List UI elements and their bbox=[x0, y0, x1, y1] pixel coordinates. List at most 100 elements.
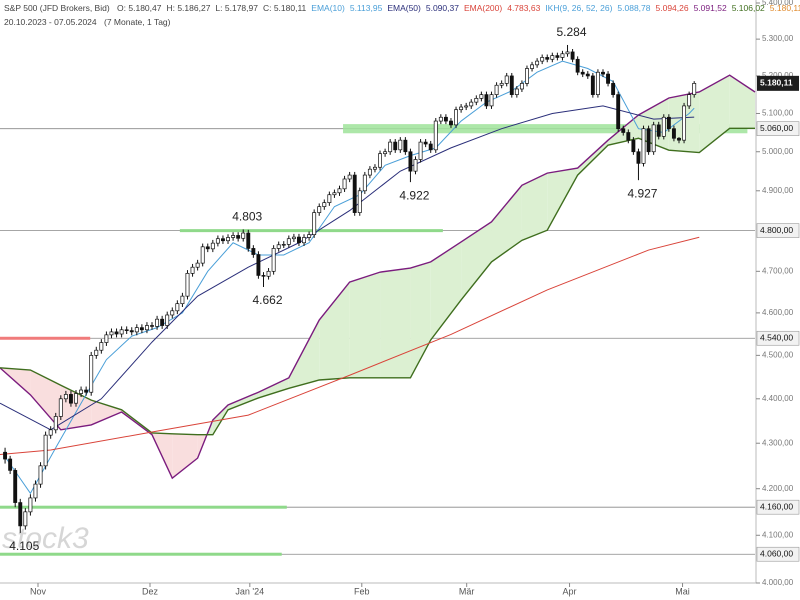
candle-body bbox=[114, 331, 119, 335]
candle-body bbox=[276, 244, 281, 249]
y-tick-label: 4.400,00 bbox=[762, 394, 794, 403]
candle-body bbox=[246, 232, 251, 249]
candle-body bbox=[631, 139, 636, 153]
candle-body bbox=[18, 502, 23, 527]
level-box bbox=[756, 223, 800, 238]
quote-value: O: 5.180,47 bbox=[117, 3, 162, 13]
cloud bbox=[380, 268, 411, 378]
candle-body bbox=[119, 329, 124, 335]
legend-name: EMA(50) bbox=[387, 3, 421, 13]
candle-body bbox=[3, 451, 8, 460]
candle-body bbox=[63, 394, 68, 400]
candle-body bbox=[104, 334, 109, 343]
candle-body bbox=[671, 128, 676, 139]
candle-body bbox=[261, 275, 266, 277]
candle-body bbox=[393, 141, 398, 151]
candle-body bbox=[656, 124, 661, 137]
candle-body bbox=[190, 266, 195, 274]
candle-body bbox=[413, 159, 418, 172]
candle-body bbox=[433, 120, 438, 151]
candle-body bbox=[28, 497, 33, 513]
x-tick-label: Apr bbox=[563, 586, 577, 596]
candle-body bbox=[170, 310, 175, 316]
legend-name: EMA(10) bbox=[311, 3, 345, 13]
legend-value: 5.090,37 bbox=[425, 3, 459, 13]
legend-value: 5.094,26 bbox=[655, 3, 689, 13]
candle-body bbox=[687, 94, 692, 107]
candle-body bbox=[236, 235, 241, 239]
cloud bbox=[491, 185, 522, 262]
candle-body bbox=[575, 58, 580, 73]
candle-body bbox=[155, 318, 160, 327]
y-tick-label: 5.000,00 bbox=[762, 147, 794, 156]
candle-body bbox=[525, 68, 529, 84]
y-tick-label: 4.900,00 bbox=[762, 186, 794, 195]
candle-body bbox=[307, 234, 312, 238]
candle-body bbox=[175, 303, 180, 312]
candle-body bbox=[474, 98, 479, 103]
watermark: stock3 bbox=[2, 522, 89, 555]
candle-body bbox=[388, 141, 393, 153]
candle-body bbox=[180, 295, 185, 305]
ema-line bbox=[0, 105, 695, 431]
candle-body bbox=[626, 132, 631, 141]
candle-body bbox=[570, 51, 575, 60]
candle-body bbox=[373, 166, 377, 170]
ema-line bbox=[0, 236, 700, 455]
candle-body bbox=[499, 83, 504, 86]
candle-body bbox=[205, 246, 210, 250]
candle-body bbox=[215, 238, 220, 244]
legend-value: 5.113,95 bbox=[349, 3, 383, 13]
candle-body bbox=[555, 55, 560, 58]
candle-body bbox=[509, 75, 514, 95]
candle-body bbox=[134, 327, 139, 333]
candle-body bbox=[636, 151, 641, 164]
candle-body bbox=[428, 143, 433, 151]
header-period-row: 20.10.2023 - 07.05.2024 (7 Monate, 1 Tag… bbox=[4, 16, 800, 30]
candle-body bbox=[443, 116, 448, 122]
cloud-span-line bbox=[0, 127, 755, 436]
candle-body bbox=[160, 318, 165, 326]
candle-body bbox=[150, 325, 154, 327]
candle-body bbox=[226, 237, 230, 242]
annotation: 5.284 bbox=[557, 25, 587, 39]
cloud bbox=[461, 221, 492, 300]
candle-body bbox=[322, 202, 327, 207]
candle-body bbox=[403, 139, 408, 153]
candle-body bbox=[256, 254, 261, 276]
level-band bbox=[0, 552, 282, 556]
candle-body bbox=[464, 105, 469, 108]
candle-body bbox=[611, 83, 616, 95]
candle-body bbox=[53, 416, 58, 431]
candle-body bbox=[297, 236, 301, 244]
legend-value: 5.106,02 bbox=[731, 3, 765, 13]
cloud bbox=[258, 377, 289, 398]
candle-body bbox=[580, 71, 585, 75]
annotation: 4.927 bbox=[627, 186, 657, 200]
x-tick-label: Nov bbox=[30, 586, 47, 596]
candle-body bbox=[459, 106, 464, 111]
cloud bbox=[288, 320, 320, 389]
cloud bbox=[699, 75, 730, 153]
candle-body bbox=[479, 94, 484, 99]
candle-body bbox=[38, 465, 43, 485]
period: 20.10.2023 - 07.05.2024 bbox=[4, 17, 97, 27]
candle-body bbox=[661, 116, 666, 137]
candle-body bbox=[195, 262, 200, 268]
candle-body bbox=[357, 190, 362, 213]
candle-body bbox=[616, 94, 621, 130]
x-tick-label: Feb bbox=[354, 586, 370, 596]
candle-body bbox=[286, 238, 291, 245]
candle-body bbox=[144, 325, 149, 331]
cloud bbox=[319, 282, 350, 381]
candle-body bbox=[545, 57, 550, 60]
level-box bbox=[756, 121, 800, 136]
level-label: 4.160,00 bbox=[760, 501, 793, 511]
candle-body bbox=[362, 174, 367, 192]
period-span: (7 Monate, 1 Tag) bbox=[104, 17, 171, 27]
y-tick-label: 4.700,00 bbox=[762, 266, 794, 275]
y-tick-label: 5.300,00 bbox=[762, 34, 794, 43]
quote-value: C: 5.180,11 bbox=[262, 3, 307, 13]
legend-name: EMA(200) bbox=[463, 3, 503, 13]
candle-body bbox=[590, 75, 595, 95]
